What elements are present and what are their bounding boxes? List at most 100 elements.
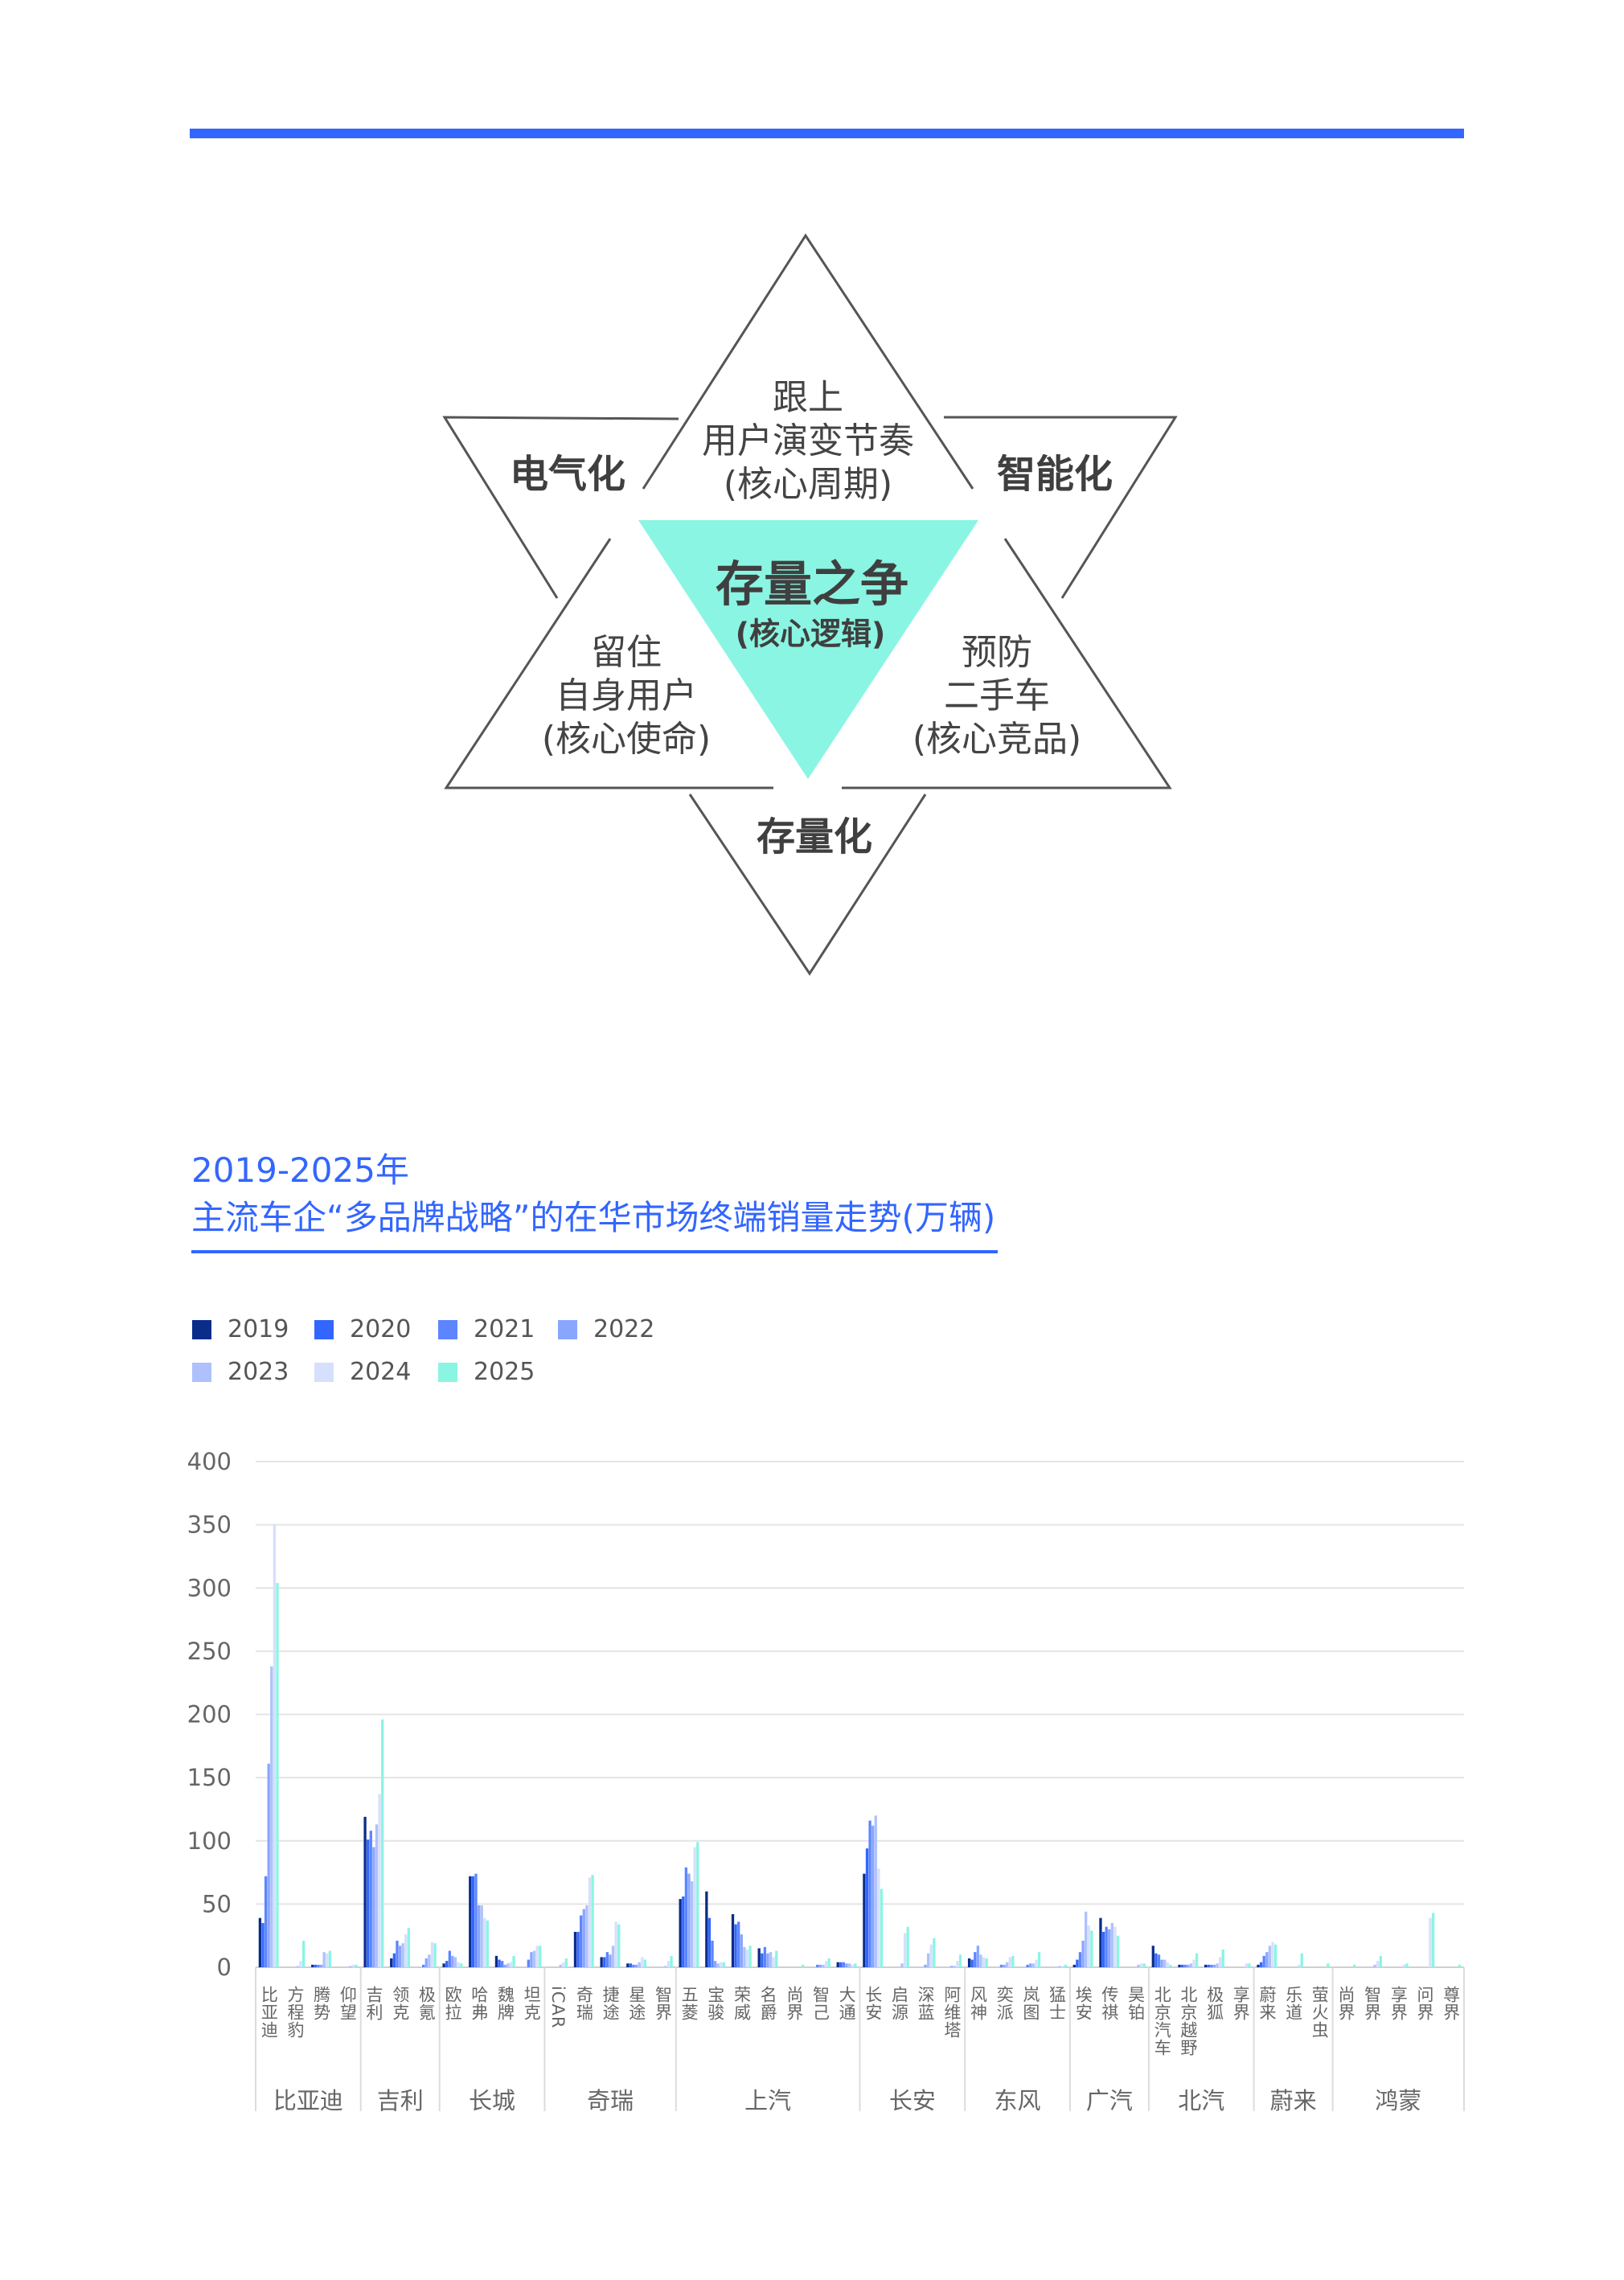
bar-欧拉-2025	[460, 1963, 463, 1967]
x-tick-label: 荣威	[732, 1986, 752, 2021]
bar-仰望-2024	[351, 1964, 355, 1967]
bar-星途-2025	[643, 1959, 647, 1967]
bar-宝骏-2021	[711, 1940, 714, 1967]
bar-传祺-2020	[1101, 1931, 1105, 1967]
hexagram-diagram	[442, 233, 1178, 976]
x-tick-label: 乐道	[1283, 1986, 1303, 2021]
bar-大通-2023	[847, 1963, 851, 1967]
x-tick-label: 猛士	[1047, 1986, 1067, 2021]
bar-阿维塔-2025	[958, 1954, 962, 1967]
y-tick-label: 50	[202, 1890, 232, 1917]
x-tick-label: 奕派	[994, 1986, 1015, 2021]
bar-长安-2025	[880, 1888, 884, 1967]
bar-名爵-2024	[772, 1957, 775, 1967]
bar-宝骏-2023	[716, 1963, 720, 1967]
group-label: 吉利	[376, 2087, 424, 2114]
center-title: 存量之争	[716, 556, 908, 613]
lower-right-triangle	[842, 538, 1172, 789]
legend-swatch	[314, 1319, 334, 1339]
bar-魏牌-2021	[501, 1961, 504, 1967]
bar-乐道-2024	[1298, 1964, 1301, 1967]
x-tick-label: 岚图	[1020, 1986, 1040, 2021]
bar-魏牌-2023	[506, 1963, 510, 1967]
bar-极狐-2023	[1216, 1963, 1219, 1967]
bar-极狐-2022	[1212, 1964, 1216, 1967]
bar-吉利-2023	[375, 1824, 379, 1967]
bar-哈弗-2019	[469, 1876, 472, 1967]
bar-埃安-2019	[1072, 1964, 1076, 1967]
bar-长安-2021	[868, 1820, 871, 1967]
bar-极氪-2023	[428, 1954, 431, 1967]
x-tick-label: 欧拉	[443, 1986, 463, 2021]
bar-智己-2021	[816, 1964, 819, 1967]
bar-极狐-2024	[1218, 1957, 1222, 1967]
bar-岚图-2023	[1031, 1963, 1035, 1967]
bar-极氪-2024	[430, 1942, 434, 1967]
bar-奇瑞-2020	[576, 1931, 580, 1967]
bar-尚界-2025	[801, 1964, 805, 1967]
bar-极氪-2025	[433, 1943, 437, 1967]
bar-传祺-2021	[1105, 1926, 1108, 1967]
legend-label: 2020	[350, 1315, 412, 1343]
left-corner-triangle	[442, 416, 679, 599]
bar-宝骏-2022	[713, 1961, 717, 1967]
bar-享界-2024	[1245, 1963, 1248, 1967]
legend-label: 2023	[228, 1358, 289, 1386]
bar-吉利-2021	[369, 1831, 372, 1967]
bar-领克-2019	[390, 1958, 393, 1967]
left-line-3: (核心使命)	[541, 719, 712, 760]
bar-北京越野-2019	[1178, 1964, 1181, 1967]
bar-比亚迪-2019	[258, 1917, 262, 1967]
bar-智界-2025	[1379, 1955, 1382, 1967]
legend-item-2023: 2023	[192, 1358, 289, 1386]
bar-智己-2025	[827, 1958, 830, 1967]
bar-蔚来-2020	[1259, 1962, 1263, 1967]
bar-欧拉-2022	[451, 1955, 454, 1967]
right-line-2: 二手车	[944, 675, 1050, 716]
bottom-corner-triangle	[688, 793, 927, 976]
bar-欧拉-2024	[457, 1962, 460, 1967]
bar-奇瑞-2025	[591, 1875, 594, 1967]
bar-智界-2023	[664, 1966, 667, 1967]
bar-名爵-2019	[757, 1948, 761, 1967]
group-label: 上汽	[744, 2087, 792, 2114]
bar-名爵-2021	[763, 1946, 767, 1967]
bar-宝骏-2024	[720, 1962, 723, 1967]
bar-仰望-2025	[355, 1964, 358, 1967]
bar-奕派-2025	[1011, 1955, 1015, 1967]
top-segment-text: 跟上 用户演变节奏 (核心周期)	[702, 376, 914, 506]
bar-北京汽车-2023	[1163, 1959, 1167, 1967]
bar-腾势-2021	[317, 1964, 320, 1967]
y-tick-label: 200	[187, 1701, 232, 1728]
bar-北京汽车-2024	[1166, 1962, 1169, 1967]
bar-领克-2025	[407, 1928, 411, 1967]
left-line-2: 自身用户	[556, 675, 697, 716]
bar-启源-2023	[900, 1963, 904, 1967]
bar-哈弗-2023	[480, 1905, 483, 1967]
group-label: 长城	[469, 2087, 516, 2114]
bar-北京越野-2021	[1183, 1964, 1187, 1967]
bar-哈弗-2024	[483, 1917, 486, 1967]
x-tick-label: 比亚迪	[259, 1986, 279, 2039]
x-tick-label: 星途	[626, 1986, 646, 2021]
bar-蔚来-2023	[1268, 1946, 1272, 1967]
group-label: 北汽	[1178, 2087, 1225, 2114]
bar-埃安-2025	[1090, 1930, 1093, 1967]
bar-猛士-2025	[1064, 1964, 1067, 1967]
x-tick-label: 仰望	[338, 1986, 358, 2021]
legend-label: 2021	[474, 1315, 535, 1343]
bar-阿维塔-2022	[950, 1966, 953, 1967]
bar-五菱-2021	[684, 1867, 688, 1967]
bar-比亚迪-2022	[267, 1763, 270, 1967]
bar-五菱-2019	[679, 1899, 682, 1967]
bar-坦克-2022	[530, 1952, 533, 1967]
bar-捷途-2025	[617, 1924, 621, 1967]
bar-荣威-2020	[734, 1924, 737, 1967]
x-tick-label: 吉利	[364, 1986, 384, 2021]
legend-item-2025: 2025	[438, 1358, 535, 1386]
x-tick-label: 享界	[1388, 1986, 1409, 2021]
bar-尊界-2025	[1458, 1964, 1461, 1967]
x-tick-label: 智己	[810, 1986, 830, 2021]
x-tick-label: 传祺	[1099, 1986, 1119, 2021]
bar-领克-2023	[401, 1943, 404, 1967]
